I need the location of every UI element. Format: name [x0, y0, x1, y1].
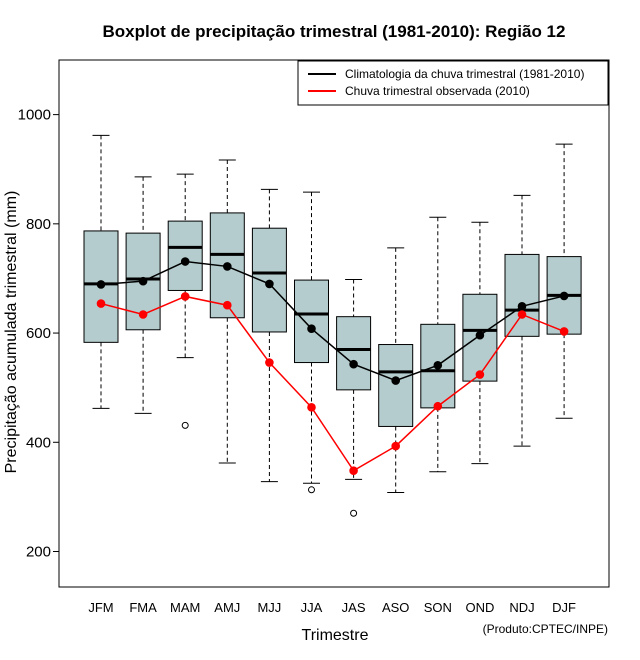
legend-label-observed: Chuva trimestral observada (2010)	[345, 84, 530, 98]
climatology-point	[223, 262, 232, 271]
plot-frame	[58, 59, 610, 588]
x-tick-label: DJF	[552, 600, 576, 615]
x-tick-label: NDJ	[509, 600, 534, 615]
climatology-point	[433, 360, 443, 370]
y-tick-label: 600	[26, 325, 51, 342]
series-line-observed	[100, 295, 565, 472]
box-iqr	[504, 253, 540, 337]
observed-point	[265, 358, 274, 367]
x-tick-label: MAM	[170, 600, 200, 615]
box-JJA	[294, 191, 329, 494]
box-iqr	[167, 220, 203, 291]
outlier-point	[350, 509, 358, 517]
box-NDJ	[504, 194, 540, 447]
box-iqr	[83, 230, 119, 343]
observed-point	[223, 300, 232, 310]
climatology-point	[517, 301, 527, 311]
y-tick-label: 200	[26, 544, 51, 561]
observed-point	[559, 327, 569, 336]
x-tick-label: FMA	[129, 600, 157, 615]
observed-point	[349, 466, 358, 475]
y-tick-label: 1000	[18, 107, 51, 124]
climatology-point	[307, 324, 316, 333]
climatology-point	[349, 359, 358, 369]
box-ASO	[378, 247, 414, 494]
climatology-point	[265, 279, 274, 289]
observed-point	[391, 441, 401, 451]
x-tick-label: SON	[424, 600, 452, 615]
observed-point	[180, 292, 190, 301]
x-tick-label: AMJ	[214, 600, 240, 615]
box-JFM	[83, 134, 119, 409]
box-MJJ	[251, 188, 287, 483]
observed-point	[517, 310, 527, 319]
climatology-point	[180, 257, 190, 266]
climatology-point	[96, 280, 106, 289]
series-lines	[96, 257, 569, 475]
series-line-climatology	[100, 260, 565, 382]
climatology-point	[475, 330, 485, 340]
x-tick-label: JFM	[88, 600, 113, 615]
box-iqr	[294, 279, 329, 364]
box-JAS	[336, 279, 372, 517]
observed-point	[307, 403, 316, 412]
legend-label-climatology: Climatologia da chuva trimestral (1981-2…	[345, 67, 584, 81]
climatology-point	[391, 376, 401, 385]
box-DJF	[546, 143, 582, 419]
chart-title: Boxplot de precipitação trimestral (1981…	[103, 22, 566, 41]
box-iqr	[336, 316, 372, 391]
box-iqr	[378, 344, 414, 427]
y-tick-label: 800	[26, 216, 51, 233]
observed-point	[475, 370, 485, 379]
boxplots	[83, 134, 582, 517]
outlier-point	[308, 486, 315, 494]
credit-text: (Produto:CPTEC/INPE)	[483, 622, 608, 636]
box-MAM	[167, 173, 203, 429]
climatology-point	[559, 291, 569, 301]
observed-point	[96, 299, 106, 308]
y-axis: 200 400 600 800 1000	[18, 107, 59, 561]
climatology-point	[138, 276, 148, 286]
observed-point	[138, 310, 148, 319]
x-tick-label: JJA	[301, 600, 323, 615]
observed-point	[433, 401, 443, 411]
box-FMA	[125, 176, 161, 414]
y-axis-label: Precipitação acumulada trimestral (mm)	[3, 191, 20, 474]
y-tick-label: 400	[26, 434, 51, 451]
x-axis: JFM FMA MAM AMJ MJJ JJA JAS ASO SON OND NDJ DJF	[88, 600, 576, 615]
x-tick-label: JAS	[342, 600, 366, 615]
outlier-point	[181, 421, 189, 429]
box-SON	[420, 216, 456, 473]
box-AMJ	[209, 159, 245, 464]
x-axis-label: Trimestre	[302, 627, 369, 644]
x-tick-label: MJJ	[257, 600, 281, 615]
x-tick-label: ASO	[382, 600, 409, 615]
legend: Climatologia da chuva trimestral (1981-2…	[297, 60, 609, 106]
legend-box	[297, 60, 609, 106]
x-tick-label: OND	[465, 600, 494, 615]
